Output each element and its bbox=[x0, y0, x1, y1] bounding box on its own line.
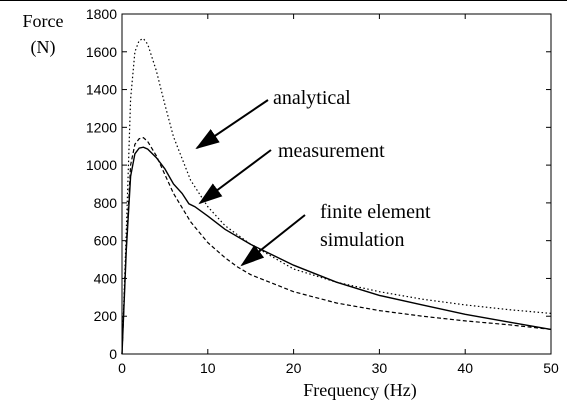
y-tick-label: 1600 bbox=[86, 44, 117, 60]
annotation-finite-element-label-line-1: finite element bbox=[320, 201, 431, 223]
arrow-finite-element bbox=[240, 214, 306, 267]
x-tick-label: 40 bbox=[457, 360, 473, 376]
annotation-measurement-label: measurement bbox=[278, 140, 385, 162]
annotation-analytical-label: analytical bbox=[273, 87, 351, 109]
x-tick-label: 10 bbox=[200, 360, 216, 376]
x-tick-label: 50 bbox=[543, 360, 559, 376]
series-line-finite-element-simulation bbox=[121, 137, 552, 355]
plot-frame bbox=[121, 13, 552, 355]
x-axis-title: Frequency (Hz) bbox=[303, 380, 416, 401]
annotation-measurement: measurement bbox=[198, 140, 385, 205]
x-tick-label: 0 bbox=[118, 360, 126, 376]
annotation-analytical: analytical bbox=[195, 87, 351, 150]
arrow-analytical bbox=[195, 99, 269, 150]
y-tick-label: 0 bbox=[109, 346, 117, 362]
y-tick-label: 1400 bbox=[86, 82, 117, 98]
y-tick-label: 1200 bbox=[86, 119, 117, 135]
y-tick-label: 1000 bbox=[86, 157, 117, 173]
annotation-finite-element-label-line-2: simulation bbox=[320, 229, 404, 251]
arrow-measurement bbox=[198, 149, 272, 205]
annotation-finite-element: finite element simulation bbox=[240, 201, 431, 267]
y-axis-title-line-1: Force bbox=[23, 11, 64, 31]
y-tick-label: 600 bbox=[94, 233, 118, 249]
series-line-analytical bbox=[121, 37, 552, 355]
y-tick-label: 400 bbox=[94, 270, 118, 286]
top-rule bbox=[0, 0, 567, 1]
series-line-measurement bbox=[121, 146, 552, 355]
y-tick-label: 200 bbox=[94, 308, 118, 324]
x-tick-label: 30 bbox=[372, 360, 388, 376]
y-axis-title-line-2: (N) bbox=[31, 37, 56, 58]
x-tick-label: 20 bbox=[286, 360, 302, 376]
y-tick-label: 1800 bbox=[86, 6, 117, 22]
y-tick-label: 800 bbox=[94, 195, 118, 211]
